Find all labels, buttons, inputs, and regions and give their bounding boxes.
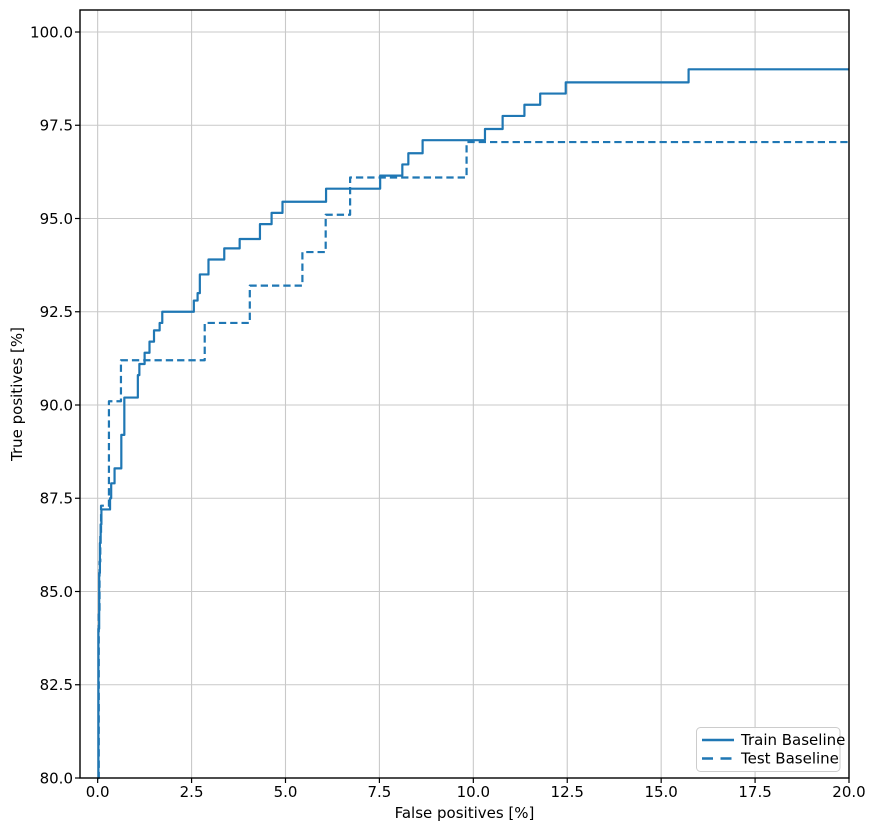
x-axis: 0.0 2.5 5.0 7.5 10.0 12.5 15.0 17.5 20.0 <box>86 778 866 801</box>
series-line-test-baseline <box>97 140 849 780</box>
x-tick-label: 5.0 <box>274 783 298 801</box>
grid-layer <box>80 10 850 779</box>
y-axis: 80.0 82.5 85.0 87.5 90.0 92.5 95.0 97.5 100.0 <box>30 23 80 787</box>
x-tick-label: 10.0 <box>457 783 490 801</box>
x-tick-label: 7.5 <box>367 783 391 801</box>
series-layer <box>97 68 849 780</box>
y-tick-label: 82.5 <box>40 676 73 694</box>
x-tick-label: 17.5 <box>738 783 771 801</box>
y-tick-label: 100.0 <box>30 23 73 41</box>
x-axis-label: False positives [%] <box>395 804 535 822</box>
legend-box <box>696 727 841 772</box>
x-tick-label: 0.0 <box>86 783 110 801</box>
y-tick-label: 80.0 <box>40 769 73 787</box>
legend-train-label: Train Baseline <box>740 731 845 749</box>
y-tick-label: 90.0 <box>40 396 73 414</box>
y-tick-label: 97.5 <box>40 117 73 135</box>
legend-test-label: Test Baseline <box>740 749 839 767</box>
plot-border <box>79 9 850 779</box>
y-tick-label: 87.5 <box>40 490 73 508</box>
x-tick-label: 12.5 <box>551 783 584 801</box>
y-tick-label: 95.0 <box>40 210 73 228</box>
y-tick-label: 85.0 <box>40 583 73 601</box>
series-line-train-baseline <box>97 68 849 780</box>
x-tick-label: 15.0 <box>644 783 677 801</box>
y-axis-label: True positives [%] <box>8 327 26 462</box>
x-tick-label: 20.0 <box>832 783 865 801</box>
x-tick-label: 2.5 <box>180 783 204 801</box>
y-tick-label: 92.5 <box>40 303 73 321</box>
legend: Train Baseline Test Baseline <box>696 727 845 772</box>
